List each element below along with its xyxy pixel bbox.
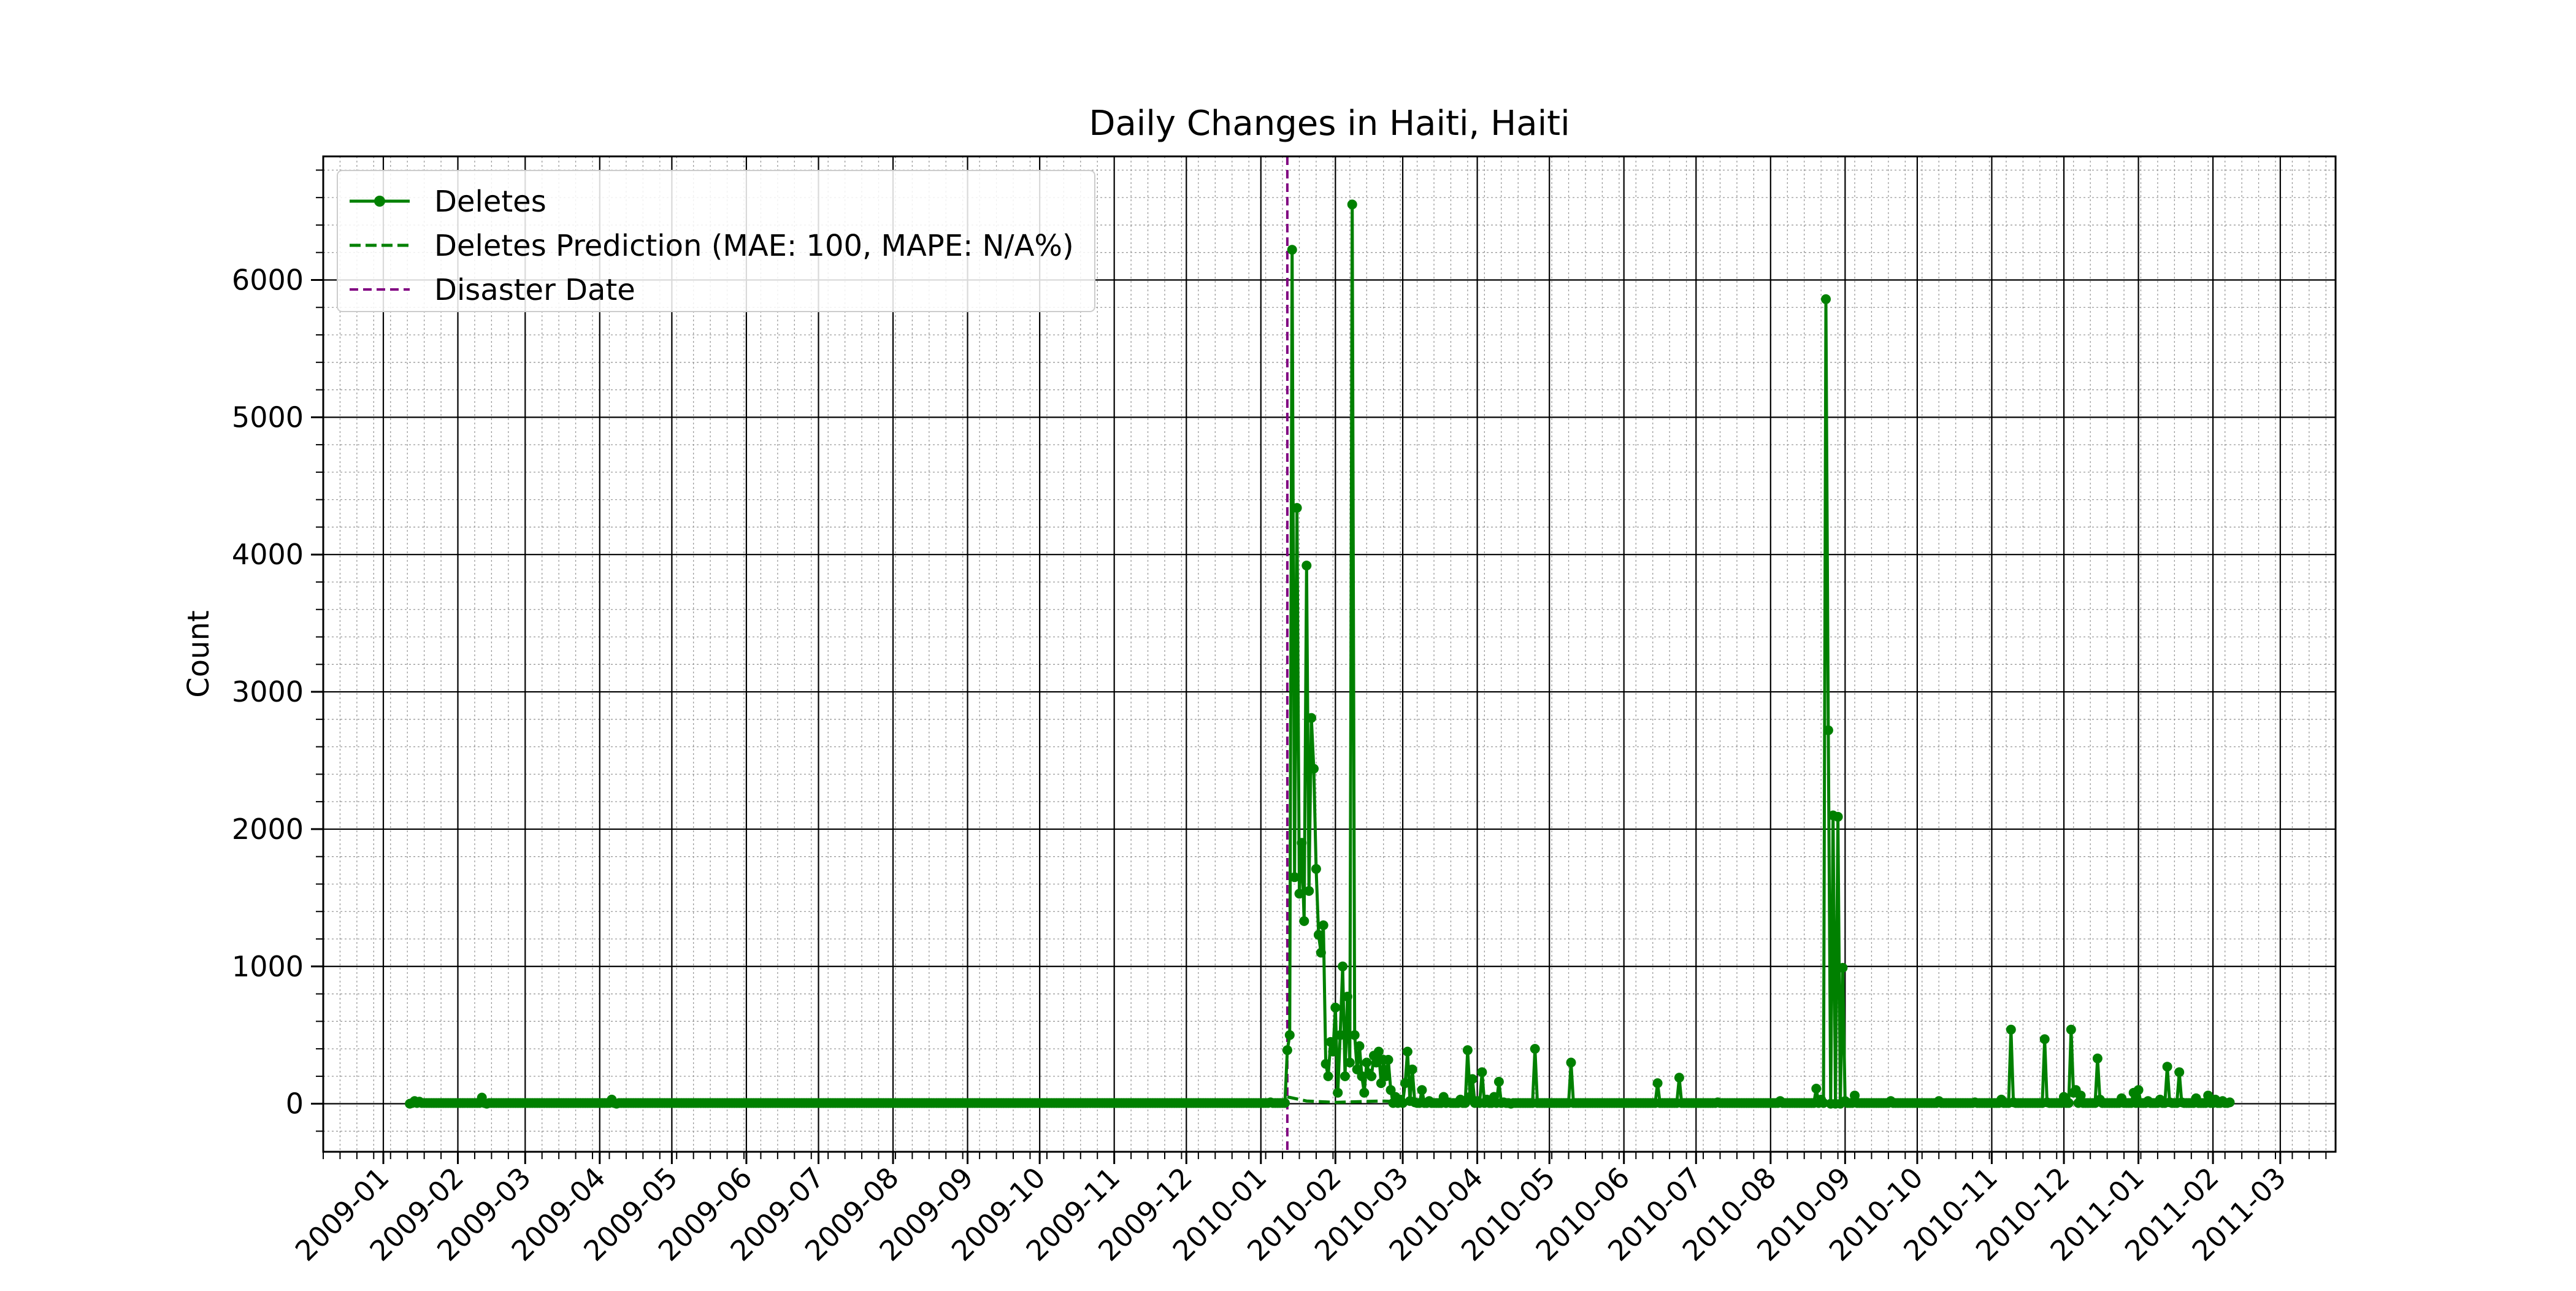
deletes-point (1301, 561, 1312, 571)
deletes-point (1330, 1002, 1341, 1013)
deletes-point (2162, 1062, 2172, 1072)
y-tick-label: 0 (286, 1087, 304, 1121)
deletes-point (2006, 1024, 2016, 1035)
deletes-point (1400, 1078, 1410, 1089)
y-tick-label: 6000 (232, 263, 304, 296)
legend-box (337, 170, 1095, 312)
deletes-point (1304, 886, 1314, 896)
deletes-point (1407, 1064, 1417, 1075)
y-tick-label: 1000 (232, 950, 304, 983)
deletes-point (2203, 1090, 2214, 1101)
y-tick-label: 2000 (232, 813, 304, 846)
legend-deletes-label: Deletes (434, 185, 546, 219)
deletes-point (1376, 1078, 1386, 1089)
deletes-point (1338, 961, 1348, 971)
deletes-point (1838, 963, 1848, 973)
deletes-point (1530, 1044, 1540, 1054)
deletes-point (2076, 1090, 2086, 1101)
deletes-series-line (409, 202, 2231, 1106)
deletes-point (1477, 1067, 1487, 1078)
deletes-point (1282, 1045, 1292, 1055)
deletes-point (1674, 1073, 1684, 1083)
deletes-point (1386, 1085, 1396, 1095)
deletes-point (1294, 889, 1305, 899)
deletes-point (1850, 1090, 1860, 1101)
deletes-point (1402, 1046, 1413, 1057)
deletes-point (1335, 1030, 1346, 1040)
deletes-point (1417, 1085, 1427, 1095)
y-tick-label: 3000 (232, 675, 304, 708)
y-tick-label: 4000 (232, 538, 304, 571)
deletes-point (1493, 1076, 1504, 1087)
deletes-point (1354, 1041, 1365, 1051)
deletes-point (1325, 1036, 1336, 1047)
deletes-point (1566, 1057, 1576, 1068)
legend-disaster-date-label: Disaster Date (434, 273, 635, 307)
deletes-point (1342, 992, 1352, 1002)
deletes-point (2092, 1053, 2103, 1063)
deletes-point (1344, 1057, 1355, 1068)
deletes-point (1381, 1071, 1391, 1081)
deletes-point (2225, 1097, 2235, 1108)
deletes-point (1309, 764, 1319, 774)
deletes-point (2133, 1085, 2144, 1095)
deletes-point (1306, 713, 1317, 723)
deletes-point (1467, 1074, 1478, 1084)
plot-frame (322, 155, 2337, 1153)
deletes-point (1367, 1071, 1377, 1081)
deletes-point (1297, 838, 1307, 848)
deletes-point (1321, 1059, 1331, 1069)
deletes-point (1652, 1078, 1663, 1089)
deletes-point (1349, 1030, 1360, 1040)
y-tick-label: 5000 (232, 400, 304, 434)
deletes-point (1313, 930, 1324, 940)
y-axis-label: Count (182, 610, 216, 698)
deletes-point (1323, 1071, 1333, 1081)
deletes-point (2066, 1024, 2076, 1035)
deletes-point (1833, 811, 1843, 822)
deletes-point (1821, 294, 1831, 304)
grid (323, 156, 2336, 1152)
deletes-point (1462, 1045, 1473, 1055)
deletes-point (1328, 1046, 1338, 1057)
deletes-point (1347, 199, 1357, 210)
deletes-point (2063, 1098, 2074, 1108)
deletes-point (1362, 1057, 1372, 1068)
deletes-point (1340, 1071, 1350, 1081)
deletes-point (1359, 1087, 1370, 1098)
deletes-point (1352, 1064, 1362, 1075)
deletes-point (1299, 916, 1309, 926)
deletes-point (1289, 872, 1300, 883)
chart-title: Daily Changes in Haiti, Haiti (1089, 104, 1570, 144)
deletes-point (1823, 725, 1833, 735)
deletes-point (1318, 920, 1328, 930)
deletes-point (1373, 1046, 1384, 1057)
series-layer (405, 199, 2235, 1109)
deletes-point (1383, 1055, 1393, 1065)
deletes-point (1292, 503, 1302, 513)
deletes-point (1819, 1098, 1829, 1108)
deletes-point (1311, 864, 1321, 874)
deletes-point (1287, 245, 1297, 255)
prediction-series-line (1287, 1095, 1478, 1104)
deletes-point (1280, 1098, 1290, 1108)
legend-deletes-marker (374, 196, 385, 207)
deletes-point (1333, 1087, 1343, 1098)
deletes-point (1811, 1084, 1822, 1094)
deletes-point (1316, 948, 1326, 958)
deletes-point (1284, 1030, 1295, 1040)
deletes-point (2174, 1067, 2185, 1078)
deletes-point (2039, 1034, 2050, 1044)
legend-prediction-label: Deletes Prediction (MAE: 100, MAPE: N/A%… (434, 229, 1074, 263)
legend: Deletes Deletes Prediction (MAE: 100, MAP… (337, 170, 1095, 312)
